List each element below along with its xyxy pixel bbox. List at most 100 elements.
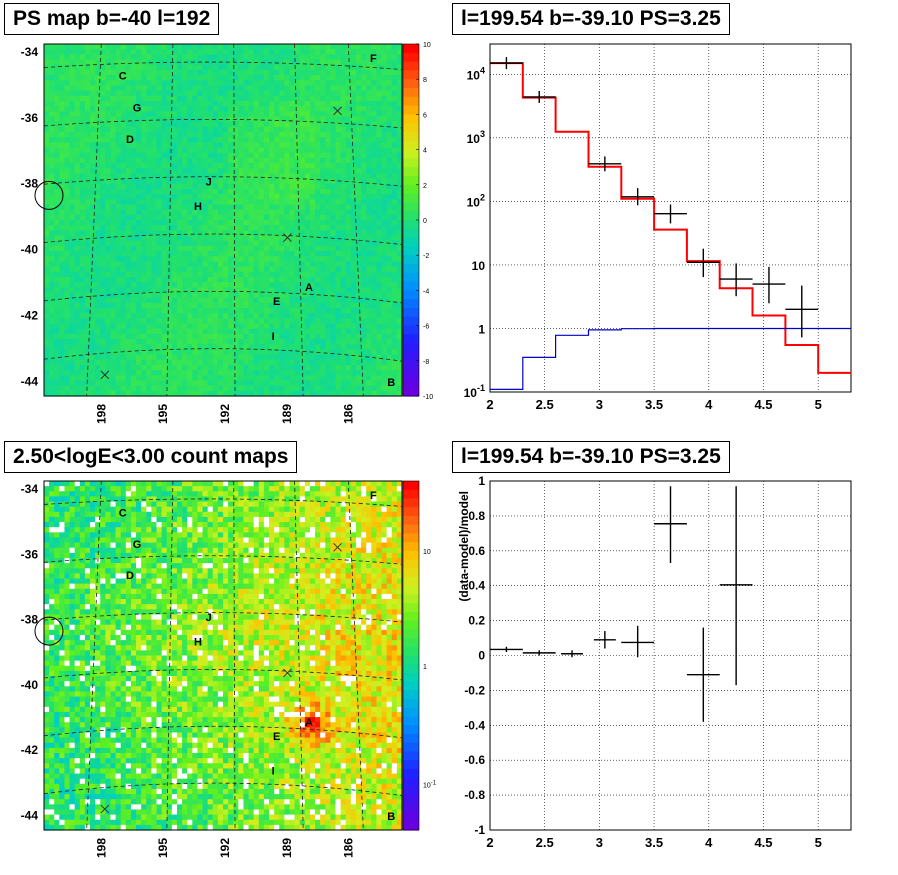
heatmap-cell: [258, 323, 265, 330]
heatmap-cell: [371, 313, 378, 319]
heatmap-cell: [166, 59, 173, 66]
heatmap-cell: [361, 261, 367, 268]
heatmap-cell: [44, 106, 50, 112]
heatmap-cell: [355, 85, 362, 92]
heatmap-cell: [228, 375, 234, 382]
heatmap-cell: [64, 276, 71, 283]
heatmap-cell: [217, 276, 224, 283]
heatmap-cell: [182, 297, 188, 304]
heatmap-cell: [371, 188, 378, 195]
heatmap-cell: [376, 44, 383, 50]
heatmap-cell: [248, 328, 255, 335]
heatmap-cell: [381, 147, 388, 154]
heatmap-cell: [171, 183, 178, 190]
heatmap-cell: [84, 152, 91, 159]
heatmap-cell: [151, 302, 158, 309]
heatmap-cell: [207, 152, 214, 159]
heatmap-cell: [238, 157, 245, 164]
heatmap-cell: [345, 137, 352, 143]
heatmap-cell: [136, 302, 142, 309]
heatmap-cell: [59, 126, 66, 133]
heatmap-cell: [166, 344, 173, 351]
heatmap-cell: [330, 209, 337, 216]
heatmap-cell: [166, 308, 173, 314]
heatmap-cell: [309, 235, 316, 242]
heatmap-cell: [202, 318, 209, 325]
heatmap-cell: [320, 121, 326, 128]
heatmap-cell: [396, 297, 403, 304]
heatmap-cell: [187, 64, 193, 71]
heatmap-cell: [279, 364, 285, 371]
heatmap-cell: [325, 276, 331, 283]
heatmap-cell: [54, 256, 60, 263]
heatmap-cell: [258, 132, 265, 138]
heatmap-cell: [197, 323, 204, 330]
heatmap-cell: [212, 344, 219, 351]
heatmap-cell: [315, 297, 321, 304]
heatmap-cell: [54, 308, 60, 314]
heatmap-cell: [59, 385, 66, 392]
heatmap-cell: [187, 287, 193, 294]
heatmap-cell: [269, 126, 275, 133]
heatmap-cell: [44, 75, 50, 81]
heatmap-cell: [192, 318, 199, 325]
heatmap-cell: [182, 245, 188, 252]
heatmap-cell: [284, 230, 291, 237]
heatmap-cell: [381, 385, 388, 392]
heatmap-cell: [44, 95, 50, 102]
heatmap-cell: [90, 328, 96, 335]
colorbar-segment: [403, 149, 419, 159]
heatmap-cell: [110, 163, 117, 169]
heatmap-cell: [274, 163, 280, 169]
colorbar-segment: [403, 79, 419, 89]
heatmap-cell: [171, 245, 178, 252]
heatmap-cell: [49, 64, 55, 71]
heatmap-cell: [110, 199, 117, 206]
heatmap-cell: [44, 670, 50, 677]
heatmap-cell: [95, 188, 101, 195]
heatmap-cell: [182, 390, 188, 397]
heatmap-cell: [59, 199, 66, 206]
heatmap-cell: [263, 354, 270, 361]
heatmap-cell: [223, 297, 229, 304]
heatmap-cell: [391, 209, 398, 216]
heatmap-cell: [105, 349, 112, 356]
heatmap-cell: [335, 64, 342, 71]
heatmap-cell: [315, 380, 321, 387]
heatmap-cell: [258, 271, 265, 278]
heatmap-cell: [161, 370, 168, 376]
heatmap-cell: [391, 380, 398, 387]
heatmap-cell: [350, 297, 357, 304]
heatmap-cell: [289, 69, 296, 76]
heatmap-cell: [304, 276, 311, 283]
heatmap-cell: [84, 183, 91, 190]
heatmap-cell: [90, 132, 96, 138]
heatmap-cell: [350, 318, 357, 325]
heatmap-cell: [248, 194, 255, 200]
heatmap-cell: [263, 75, 270, 81]
heatmap-cell: [207, 359, 214, 366]
heatmap-cell: [182, 194, 188, 200]
heatmap-cell: [335, 385, 342, 392]
heatmap-cell: [263, 266, 270, 273]
heatmap-cell: [325, 230, 331, 237]
heatmap-cell: [110, 194, 117, 200]
heatmap-cell: [105, 276, 112, 283]
heatmap-cell: [151, 266, 158, 273]
heatmap-cell: [69, 240, 76, 247]
heatmap-cell: [187, 49, 193, 55]
heatmap-cell: [110, 214, 117, 221]
heatmap-cell: [44, 235, 50, 242]
heatmap-cell: [79, 147, 86, 154]
heatmap-cell: [192, 147, 199, 154]
heatmap-cell: [69, 271, 76, 278]
heatmap-cell: [325, 199, 331, 206]
heatmap-cell: [90, 142, 96, 149]
heatmap-cell: [136, 313, 142, 319]
heatmap-cell: [44, 481, 50, 487]
heatmap-cell: [223, 370, 229, 376]
graticule: [43, 43, 403, 397]
heatmap-cell: [202, 308, 209, 314]
heatmap-cell: [64, 359, 71, 366]
heatmap-cell: [304, 375, 311, 382]
